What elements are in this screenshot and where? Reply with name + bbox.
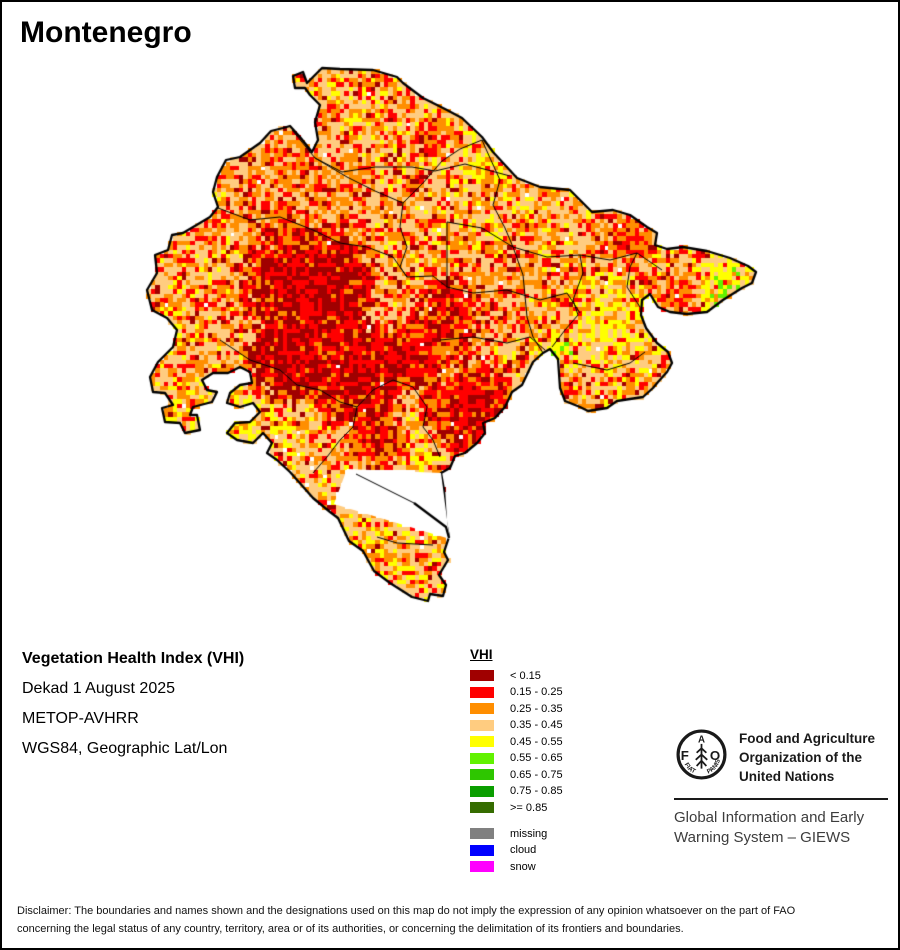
page-title: Montenegro bbox=[20, 16, 192, 49]
legend-swatch bbox=[470, 686, 494, 698]
legend-swatch bbox=[470, 861, 494, 872]
info-line: Vegetation Health Index (VHI) bbox=[22, 650, 245, 667]
legend-swatch bbox=[470, 769, 494, 780]
legend-label: 0.75 - 0.85 bbox=[510, 785, 563, 797]
legend-label: 0.45 - 0.55 bbox=[510, 735, 563, 748]
disclaimer-line: concerning the legal status of any count… bbox=[17, 923, 684, 935]
legend-swatch bbox=[470, 802, 494, 813]
fao-logo-icon: F O A FIAT PANIS bbox=[676, 729, 727, 780]
legend-row: >= 0.85 bbox=[470, 801, 563, 814]
legend-swatch bbox=[470, 670, 494, 681]
legend-swatch bbox=[470, 752, 494, 764]
fao-divider bbox=[674, 798, 888, 800]
legend-swatch bbox=[470, 785, 494, 797]
fao-logo-o: O bbox=[710, 748, 720, 763]
legend-row: cloud bbox=[470, 844, 563, 856]
legend-label: >= 0.85 bbox=[510, 801, 548, 814]
legend-swatch bbox=[470, 736, 494, 747]
legend-label: 0.65 - 0.75 bbox=[510, 768, 563, 781]
legend-swatch bbox=[470, 719, 494, 731]
info-line: METOP-AVHRR bbox=[22, 710, 139, 727]
legend-row: 0.35 - 0.45 bbox=[470, 719, 563, 731]
legend-label: < 0.15 bbox=[510, 669, 541, 682]
info-line: Dekad 1 August 2025 bbox=[22, 680, 176, 697]
fao-org-line: Food and Agriculture bbox=[739, 731, 875, 746]
legend-row: < 0.15 bbox=[470, 669, 563, 682]
giews-line: Warning System – GIEWS bbox=[674, 829, 851, 846]
legend-row: 0.25 - 0.35 bbox=[470, 702, 563, 715]
vhi-legend: VHI < 0.15 0.15 - 0.25 0.25 - 0.35 0.35 - 0… bbox=[470, 647, 563, 878]
legend-row: snow bbox=[470, 860, 563, 873]
legend-swatch bbox=[470, 828, 494, 839]
wheat-ear-icon bbox=[695, 743, 708, 769]
legend-label: snow bbox=[510, 860, 536, 873]
disclaimer-line: Disclaimer: The boundaries and names sho… bbox=[17, 905, 796, 917]
fao-org-name: Food and Agriculture Organization of the… bbox=[739, 729, 875, 786]
fao-logo-f: F bbox=[681, 748, 689, 763]
legend-row: 0.45 - 0.55 bbox=[470, 735, 563, 748]
legend-label: 0.35 - 0.45 bbox=[510, 719, 563, 731]
giews-line: Global Information and Early bbox=[674, 809, 865, 826]
legend-extra-rows: missing cloud snow bbox=[470, 827, 563, 873]
legend-label: 0.55 - 0.65 bbox=[510, 752, 563, 764]
disclaimer-text: Disclaimer: The boundaries and names sho… bbox=[17, 902, 889, 938]
map-info-block: Vegetation Health Index (VHI) Dekad 1 Aug… bbox=[22, 648, 244, 768]
fao-org-line: Organization of the bbox=[739, 750, 862, 765]
legend-label: 0.25 - 0.35 bbox=[510, 702, 563, 715]
fao-org-line: United Nations bbox=[739, 769, 835, 784]
legend-swatch bbox=[470, 844, 494, 856]
legend-rows: < 0.15 0.15 - 0.25 0.25 - 0.35 0.35 - 0.45 0… bbox=[470, 669, 563, 814]
fao-logo-a: A bbox=[698, 735, 705, 746]
legend-label: missing bbox=[510, 827, 548, 840]
legend-label: cloud bbox=[510, 844, 537, 856]
info-line: WGS84, Geographic Lat/Lon bbox=[22, 740, 228, 757]
legend-row: missing bbox=[470, 827, 563, 840]
legend-row: 0.75 - 0.85 bbox=[470, 785, 563, 797]
legend-row: 0.55 - 0.65 bbox=[470, 752, 563, 764]
legend-row: 0.15 - 0.25 bbox=[470, 686, 563, 698]
legend-row: 0.65 - 0.75 bbox=[470, 768, 563, 781]
legend-swatch bbox=[470, 703, 494, 714]
legend-title: VHI bbox=[470, 647, 493, 662]
giews-label: Global Information and Early Warning Sys… bbox=[674, 808, 864, 848]
legend-label: 0.15 - 0.25 bbox=[510, 686, 563, 698]
